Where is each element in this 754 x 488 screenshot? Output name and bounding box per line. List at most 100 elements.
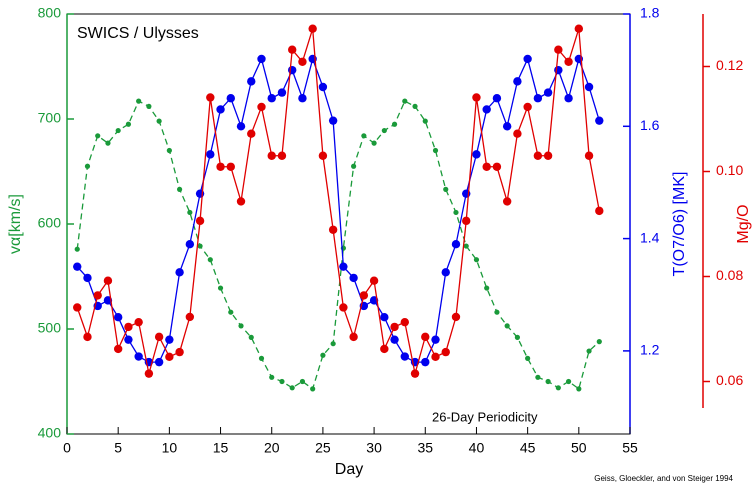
data-point [574, 24, 584, 33]
data-point [535, 374, 541, 380]
data-point [74, 246, 80, 252]
data-point [328, 116, 338, 125]
data-point [451, 312, 461, 322]
data-point [156, 118, 162, 124]
data-point [380, 344, 389, 354]
data-point [412, 103, 418, 109]
y3-axis-title: Mg/O [735, 204, 752, 243]
data-point [380, 313, 389, 322]
data-point [298, 94, 307, 103]
y3-tick-label: 0.12 [716, 57, 743, 73]
data-point [421, 332, 430, 342]
x-tick-label: 50 [571, 440, 587, 456]
data-point [359, 291, 369, 300]
series-line [76, 100, 600, 390]
data-point [136, 98, 142, 104]
data-point [238, 323, 244, 329]
x-tick-label: 10 [162, 440, 178, 456]
data-point [482, 162, 491, 171]
data-point [523, 102, 532, 112]
data-point [113, 344, 123, 354]
data-point [144, 369, 154, 378]
data-point [288, 45, 297, 54]
y-tick-label: 600 [38, 215, 62, 231]
data-point [125, 121, 132, 127]
y-tick-label: 700 [38, 110, 62, 126]
series-line [76, 56, 600, 363]
data-point [185, 312, 195, 322]
data-point [402, 98, 408, 104]
chart-title: SWICS / Ulysses [77, 25, 199, 42]
data-point [115, 127, 121, 134]
data-point [351, 163, 357, 169]
data-point [216, 162, 225, 171]
x-tick-label: 15 [213, 440, 229, 456]
data-point [247, 129, 256, 138]
data-point [206, 93, 215, 102]
data-point [545, 378, 551, 385]
data-point [586, 348, 592, 354]
y2-axis-title: T(O7/O6) [MK] [671, 172, 688, 277]
data-point [288, 65, 297, 75]
data-point [226, 94, 235, 103]
data-point [441, 347, 450, 357]
data-point [543, 88, 553, 97]
data-point [554, 65, 563, 75]
data-point [248, 334, 254, 340]
data-point [257, 54, 266, 64]
x-tick-label: 35 [417, 440, 433, 456]
data-point [502, 197, 512, 206]
data-point [390, 322, 399, 332]
x-tick-label: 40 [469, 440, 485, 456]
data-point [421, 357, 430, 367]
data-point [320, 352, 326, 358]
x-tick-label: 0 [63, 440, 71, 456]
data-point [400, 352, 409, 361]
data-point [310, 386, 316, 392]
data-point [277, 151, 287, 160]
data-point [339, 262, 348, 271]
data-point [73, 262, 82, 271]
data-point [154, 332, 164, 342]
data-point [431, 352, 440, 362]
data-point [84, 163, 91, 169]
data-point [441, 268, 450, 277]
data-point [134, 317, 143, 327]
data-point [472, 150, 481, 159]
y-tick-label: 800 [38, 5, 62, 21]
y-axis-title: vα[km/s] [7, 194, 24, 254]
data-point [492, 94, 502, 103]
y3-tick-label: 0.10 [716, 162, 743, 178]
data-point [277, 88, 287, 97]
data-point [269, 374, 275, 380]
data-point [513, 77, 522, 86]
data-point [462, 216, 471, 226]
data-point [565, 378, 572, 385]
data-point [228, 309, 234, 315]
y2-tick-label: 1.4 [640, 229, 660, 245]
data-point [443, 186, 449, 192]
data-point [432, 147, 439, 154]
data-point [177, 186, 183, 192]
data-point [584, 82, 594, 92]
data-point [349, 332, 358, 342]
data-point [83, 273, 92, 283]
data-point [533, 94, 543, 103]
data-point [349, 273, 358, 283]
data-point [124, 322, 133, 332]
data-point [371, 140, 377, 146]
data-point [391, 121, 398, 127]
data-point [595, 206, 604, 216]
data-point [328, 225, 338, 234]
data-point [543, 151, 553, 160]
data-point [492, 162, 502, 171]
data-point [73, 303, 82, 312]
data-point [523, 54, 532, 64]
data-point [166, 147, 172, 154]
data-point [146, 103, 152, 109]
data-point [83, 332, 92, 342]
data-point [564, 57, 573, 66]
y2-tick-label: 1.6 [640, 117, 660, 133]
data-point [318, 82, 328, 92]
data-point [124, 335, 133, 344]
